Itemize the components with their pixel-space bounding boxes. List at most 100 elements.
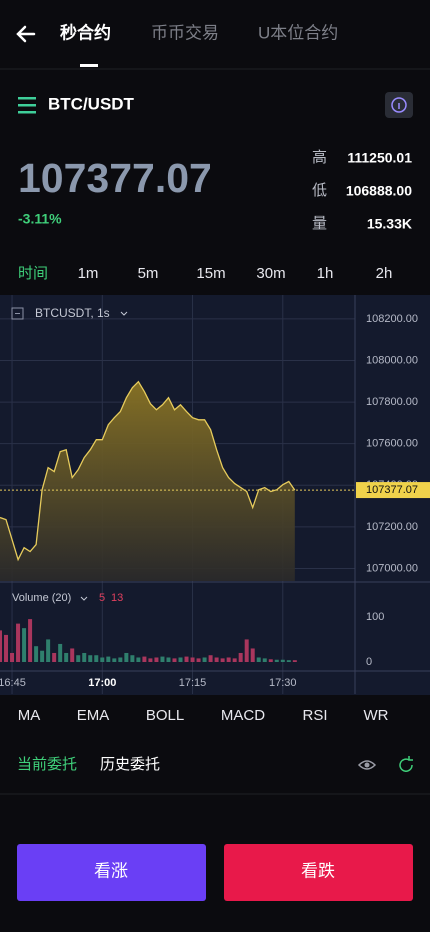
volume-bar bbox=[28, 619, 33, 662]
tab[interactable]: 秒合约 bbox=[60, 22, 111, 42]
volume-bar bbox=[214, 657, 219, 662]
last-price: 107377.07 bbox=[18, 155, 212, 201]
chart: 16:45 17:00 17:15 17:30 107000.00 107200.00 10… bbox=[0, 295, 430, 694]
volume-bar bbox=[232, 658, 237, 662]
tab[interactable]: 币币交易 bbox=[151, 23, 219, 42]
price-line bbox=[0, 380, 296, 562]
info-icon bbox=[391, 97, 407, 113]
indicator-tab[interactable]: BOLL bbox=[146, 707, 184, 724]
volume-bar bbox=[280, 659, 285, 662]
volume-bar bbox=[52, 652, 57, 662]
y-tick-label: 108200.00 bbox=[366, 313, 418, 325]
collapse-icon bbox=[11, 307, 24, 320]
refresh-button[interactable] bbox=[399, 756, 413, 772]
x-tick-label: 17:15 bbox=[179, 677, 207, 689]
volume-bar bbox=[40, 650, 45, 662]
tab[interactable]: U本位合约 bbox=[258, 23, 338, 42]
stat-value: 106888.00 bbox=[346, 183, 412, 199]
dropdown-icon bbox=[120, 311, 128, 316]
y-tick-label: 0 bbox=[366, 656, 372, 668]
indicator-tab[interactable]: RSI bbox=[302, 707, 327, 724]
volume-bar bbox=[286, 660, 291, 662]
timeframe[interactable]: 5m bbox=[138, 265, 159, 282]
indicator-tab[interactable]: EMA bbox=[77, 707, 110, 724]
volume-bar bbox=[148, 658, 153, 662]
volume-bar bbox=[178, 657, 183, 662]
volume-bar bbox=[250, 648, 255, 662]
volume-bar bbox=[64, 652, 69, 662]
last-price-label: 107377.07 bbox=[366, 484, 418, 496]
menu-button[interactable] bbox=[18, 97, 36, 114]
y-tick-label: 108000.00 bbox=[366, 354, 418, 366]
stat-value: 111250.01 bbox=[347, 150, 412, 166]
y-tick-label: 107000.00 bbox=[366, 562, 418, 574]
y-tick-label: 100 bbox=[366, 611, 384, 623]
volume-bar bbox=[274, 659, 279, 662]
volume-bar bbox=[22, 628, 27, 662]
indicator-tab[interactable]: MA bbox=[18, 707, 41, 724]
eye-icon bbox=[357, 760, 377, 770]
stat-label: 量 bbox=[312, 215, 327, 232]
indicator-tab[interactable]: WR bbox=[364, 707, 389, 724]
chart-title: BTCUSDT, 1s bbox=[35, 306, 110, 320]
volume-annotation: 13 bbox=[111, 592, 123, 604]
volume-bar bbox=[226, 657, 231, 662]
stat-label: 高 bbox=[312, 149, 327, 166]
x-tick-label: 17:30 bbox=[269, 677, 297, 689]
volume-bar bbox=[202, 657, 207, 662]
volume-bar bbox=[10, 652, 15, 662]
volume-bar bbox=[58, 643, 63, 662]
back-button[interactable] bbox=[16, 25, 36, 43]
volume-bar bbox=[154, 657, 159, 662]
timeframe[interactable]: 1m bbox=[78, 265, 99, 282]
stat-value: 15.33K bbox=[367, 216, 412, 232]
buy-button[interactable] bbox=[17, 844, 206, 901]
volume-bar bbox=[34, 646, 39, 662]
volume-bar bbox=[190, 657, 195, 662]
volume-bar bbox=[244, 639, 249, 662]
eye-button[interactable] bbox=[357, 760, 377, 770]
symbol[interactable]: BTC/USDT bbox=[48, 94, 135, 113]
volume-title: Volume (20) bbox=[12, 592, 71, 604]
sell-button[interactable] bbox=[224, 844, 413, 901]
volume-annotation: 5 bbox=[99, 592, 105, 604]
volume-bar bbox=[112, 658, 117, 662]
dropdown-icon bbox=[80, 596, 88, 601]
volume-bar bbox=[184, 656, 189, 662]
menu-bar bbox=[18, 104, 36, 107]
timeframe[interactable]: 15m bbox=[196, 265, 225, 282]
volume-bar bbox=[100, 657, 105, 662]
menu-bar bbox=[18, 97, 36, 100]
volume-bar bbox=[46, 639, 51, 662]
timeframe[interactable]: 30m bbox=[256, 265, 285, 282]
timeframe[interactable]: 1h bbox=[317, 265, 334, 282]
volume-bar bbox=[136, 657, 141, 662]
indicator-tab[interactable]: MACD bbox=[221, 707, 265, 724]
volume-bar bbox=[208, 655, 213, 662]
price-area bbox=[0, 381, 295, 581]
last-price-tag bbox=[356, 482, 430, 499]
buy-label: 看涨 bbox=[94, 861, 128, 880]
eye-icon bbox=[364, 762, 370, 768]
stat-label: 低 bbox=[312, 182, 327, 199]
volume-bar bbox=[172, 658, 177, 662]
volume-bar bbox=[118, 657, 123, 662]
volume-bar bbox=[238, 652, 243, 662]
volume-bar bbox=[94, 655, 99, 662]
order-tab[interactable]: 当前委托 bbox=[17, 756, 77, 773]
price-change: -3.11% bbox=[18, 211, 62, 227]
volume-bar bbox=[160, 656, 165, 662]
volume-bar bbox=[196, 658, 201, 662]
timeframe[interactable]: 2h bbox=[376, 265, 393, 282]
volume-bar bbox=[82, 652, 87, 662]
order-tab[interactable]: 历史委托 bbox=[100, 756, 160, 773]
x-tick-label: 17:00 bbox=[88, 677, 116, 689]
y-tick-label: 107200.00 bbox=[366, 521, 418, 533]
y-tick-label: 107800.00 bbox=[366, 396, 418, 408]
y-tick-label: 107600.00 bbox=[366, 438, 418, 450]
volume-bar bbox=[130, 655, 135, 662]
sell-label: 看跌 bbox=[301, 861, 335, 880]
timeframe[interactable]: 时间 bbox=[18, 265, 48, 282]
volume-bar bbox=[220, 658, 225, 662]
